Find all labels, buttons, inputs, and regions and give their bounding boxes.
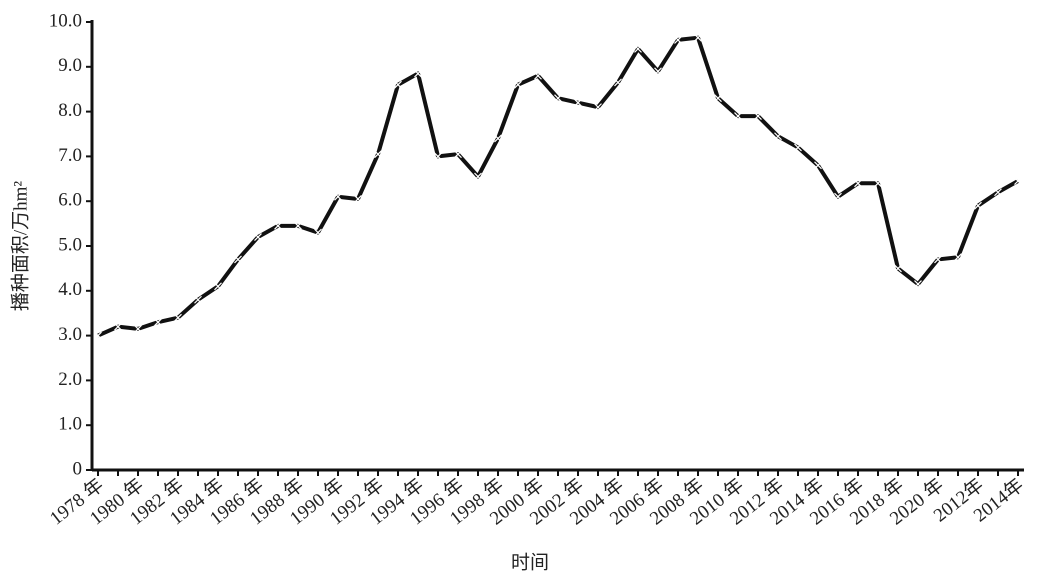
data-marker [1014, 177, 1022, 185]
data-marker [594, 103, 602, 112]
data-marker [494, 134, 502, 143]
y-tick-label: 10.0 [49, 10, 82, 31]
data-marker [154, 318, 162, 327]
x-axis-label: 时间 [511, 551, 549, 573]
data-marker [354, 195, 362, 203]
data-marker [234, 255, 242, 264]
data-marker [534, 71, 542, 80]
data-marker [474, 172, 482, 181]
data-marker [994, 188, 1002, 197]
y-tick-label: 0 [73, 458, 83, 479]
y-tick-label: 9.0 [58, 55, 82, 76]
y-axis-label: 播种面积/万hm² [9, 181, 31, 312]
data-marker [954, 253, 962, 262]
data-marker [394, 80, 402, 89]
data-marker [614, 78, 622, 87]
data-marker [94, 331, 102, 340]
data-marker [294, 221, 302, 230]
data-marker [774, 132, 782, 141]
data-marker [814, 161, 822, 170]
data-marker [914, 280, 922, 289]
data-marker [174, 313, 182, 322]
data-marker [634, 44, 642, 53]
data-line [97, 35, 1019, 338]
data-marker [554, 94, 562, 103]
data-marker [874, 179, 882, 188]
data-marker [454, 150, 462, 159]
data-marker [714, 94, 722, 103]
data-marker [674, 35, 682, 44]
data-marker [654, 67, 662, 76]
y-tick-label: 4.0 [58, 279, 82, 300]
y-tick-label: 2.0 [58, 369, 82, 390]
y-tick-label: 6.0 [58, 190, 82, 211]
y-tick-label: 3.0 [58, 324, 82, 345]
data-marker [334, 192, 342, 201]
y-tick-label: 7.0 [58, 145, 82, 166]
y-tick-label: 1.0 [58, 414, 82, 435]
data-marker [754, 112, 762, 121]
data-marker [574, 98, 582, 107]
data-marker [254, 233, 262, 241]
data-marker [894, 264, 902, 273]
data-marker [934, 255, 942, 264]
data-marker [694, 33, 702, 42]
data-marker [214, 282, 222, 291]
data-marker [374, 150, 382, 159]
y-tick-label: 8.0 [58, 100, 82, 121]
y-tick-label: 5.0 [58, 234, 82, 255]
data-marker [194, 295, 202, 304]
data-marker [134, 324, 142, 333]
data-marker [274, 221, 282, 230]
data-marker [434, 152, 442, 161]
data-marker [514, 80, 522, 89]
data-marker [734, 112, 742, 121]
data-marker [854, 179, 862, 188]
data-marker [974, 201, 982, 210]
data-marker [314, 228, 322, 237]
data-marker [414, 69, 422, 78]
data-marker [834, 192, 842, 201]
data-marker [114, 322, 122, 331]
data-marker [794, 143, 802, 152]
